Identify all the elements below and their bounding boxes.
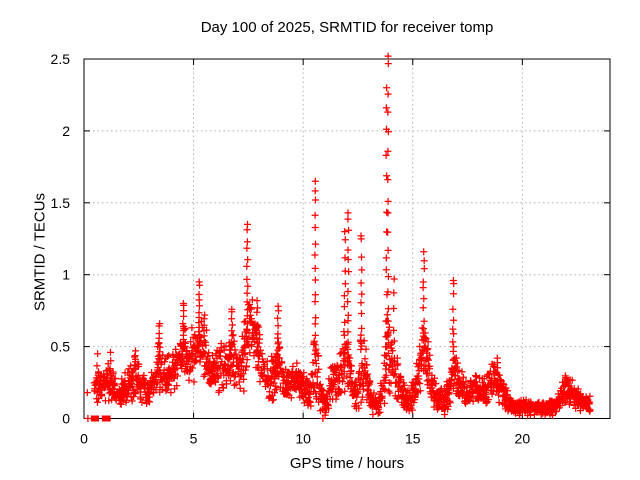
- y-tick-label: 0: [62, 411, 70, 427]
- grid-lines: [84, 59, 610, 419]
- y-tick-label: 0.5: [51, 339, 71, 355]
- y-tick-label: 1.5: [51, 195, 71, 211]
- tick-marks: [83, 58, 610, 419]
- chart-title: Day 100 of 2025, SRMTID for receiver tom…: [200, 19, 494, 36]
- x-tick-label: 15: [405, 431, 421, 447]
- y-tick-label: 2: [62, 123, 70, 139]
- axis-border: [83, 58, 611, 419]
- x-tick-label: 20: [515, 431, 531, 447]
- x-axis-label: GPS time / hours: [289, 455, 405, 472]
- tick-labels: 0 5 10 15 20 0 0.5 1 1.5 2 2.5: [51, 51, 531, 447]
- y-tick-label: 1: [62, 267, 70, 283]
- x-tick-label: 10: [295, 431, 311, 447]
- x-tick-label: 5: [190, 431, 198, 447]
- zero-value-markers: [90, 415, 111, 422]
- x-tick-label: 0: [80, 431, 88, 447]
- y-tick-label: 2.5: [51, 51, 71, 67]
- data-points: [83, 52, 594, 422]
